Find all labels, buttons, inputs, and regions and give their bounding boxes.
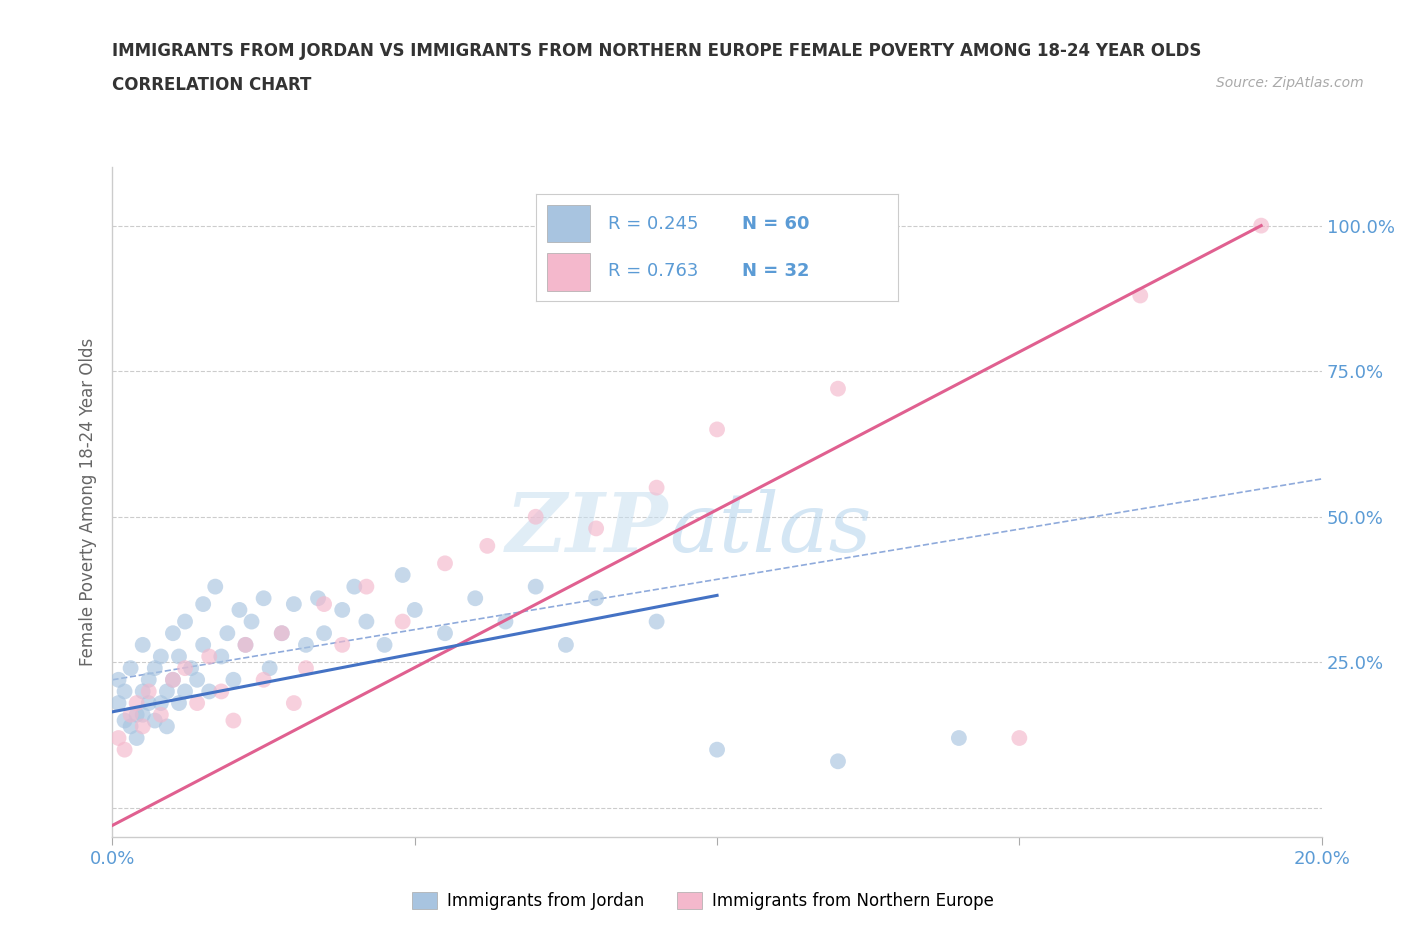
Point	[706, 742, 728, 757]
Point	[433, 556, 456, 571]
Point	[198, 684, 221, 698]
Point	[495, 614, 517, 629]
Text: ZIP: ZIP	[506, 489, 669, 569]
Point	[132, 708, 155, 723]
Point	[343, 579, 366, 594]
Point	[125, 708, 148, 723]
Point	[156, 684, 179, 698]
Point	[162, 672, 184, 687]
Point	[524, 579, 547, 594]
Point	[1008, 731, 1031, 746]
Point	[186, 672, 208, 687]
Point	[138, 684, 160, 698]
Point	[585, 591, 607, 605]
Point	[132, 637, 155, 652]
Point	[114, 684, 136, 698]
Text: IMMIGRANTS FROM JORDAN VS IMMIGRANTS FROM NORTHERN EUROPE FEMALE POVERTY AMONG 1: IMMIGRANTS FROM JORDAN VS IMMIGRANTS FRO…	[112, 42, 1202, 60]
Point	[464, 591, 486, 605]
Point	[138, 672, 160, 687]
Point	[524, 510, 547, 525]
Point	[228, 603, 250, 618]
Point	[235, 637, 257, 652]
Point	[706, 422, 728, 437]
Point	[162, 626, 184, 641]
Point	[162, 672, 184, 687]
Point	[314, 597, 336, 612]
Point	[314, 626, 336, 641]
Point	[222, 713, 245, 728]
Point	[222, 672, 245, 687]
Point	[295, 660, 318, 675]
Point	[235, 637, 257, 652]
Point	[120, 708, 142, 723]
Point	[191, 637, 214, 652]
Point	[253, 591, 276, 605]
Point	[1250, 219, 1272, 233]
Point	[270, 626, 292, 641]
Point	[138, 696, 160, 711]
Point	[253, 672, 276, 687]
Point	[107, 696, 129, 711]
Point	[391, 567, 413, 582]
Point	[645, 480, 668, 495]
Point	[149, 696, 172, 711]
Point	[125, 696, 148, 711]
Point	[174, 660, 197, 675]
Point	[132, 684, 155, 698]
Point	[1129, 288, 1152, 303]
Point	[167, 649, 190, 664]
Point	[174, 614, 197, 629]
Point	[174, 684, 197, 698]
Point	[156, 719, 179, 734]
Point	[259, 660, 281, 675]
Point	[240, 614, 263, 629]
Point	[167, 696, 190, 711]
Point	[114, 742, 136, 757]
Legend: Immigrants from Jordan, Immigrants from Northern Europe: Immigrants from Jordan, Immigrants from …	[405, 885, 1001, 917]
Point	[107, 731, 129, 746]
Point	[125, 731, 148, 746]
Point	[114, 713, 136, 728]
Point	[645, 614, 668, 629]
Point	[149, 708, 172, 723]
Point	[270, 626, 292, 641]
Point	[585, 521, 607, 536]
Point	[404, 603, 426, 618]
Text: atlas: atlas	[669, 489, 872, 569]
Point	[283, 696, 305, 711]
Point	[143, 660, 166, 675]
Point	[948, 731, 970, 746]
Point	[143, 713, 166, 728]
Point	[209, 684, 232, 698]
Point	[107, 672, 129, 687]
Point	[356, 579, 378, 594]
Point	[209, 649, 232, 664]
Point	[198, 649, 221, 664]
Point	[149, 649, 172, 664]
Y-axis label: Female Poverty Among 18-24 Year Olds: Female Poverty Among 18-24 Year Olds	[79, 339, 97, 666]
Point	[433, 626, 456, 641]
Point	[180, 660, 202, 675]
Point	[827, 381, 849, 396]
Point	[827, 754, 849, 769]
Point	[307, 591, 329, 605]
Point	[391, 614, 413, 629]
Point	[186, 696, 208, 711]
Point	[295, 637, 318, 652]
Point	[554, 637, 576, 652]
Point	[374, 637, 396, 652]
Text: CORRELATION CHART: CORRELATION CHART	[112, 76, 312, 94]
Point	[356, 614, 378, 629]
Point	[217, 626, 239, 641]
Point	[132, 719, 155, 734]
Point	[120, 660, 142, 675]
Point	[330, 603, 353, 618]
Point	[477, 538, 499, 553]
Point	[283, 597, 305, 612]
Point	[191, 597, 214, 612]
Point	[204, 579, 226, 594]
Point	[120, 719, 142, 734]
Point	[330, 637, 353, 652]
Text: Source: ZipAtlas.com: Source: ZipAtlas.com	[1216, 76, 1364, 90]
